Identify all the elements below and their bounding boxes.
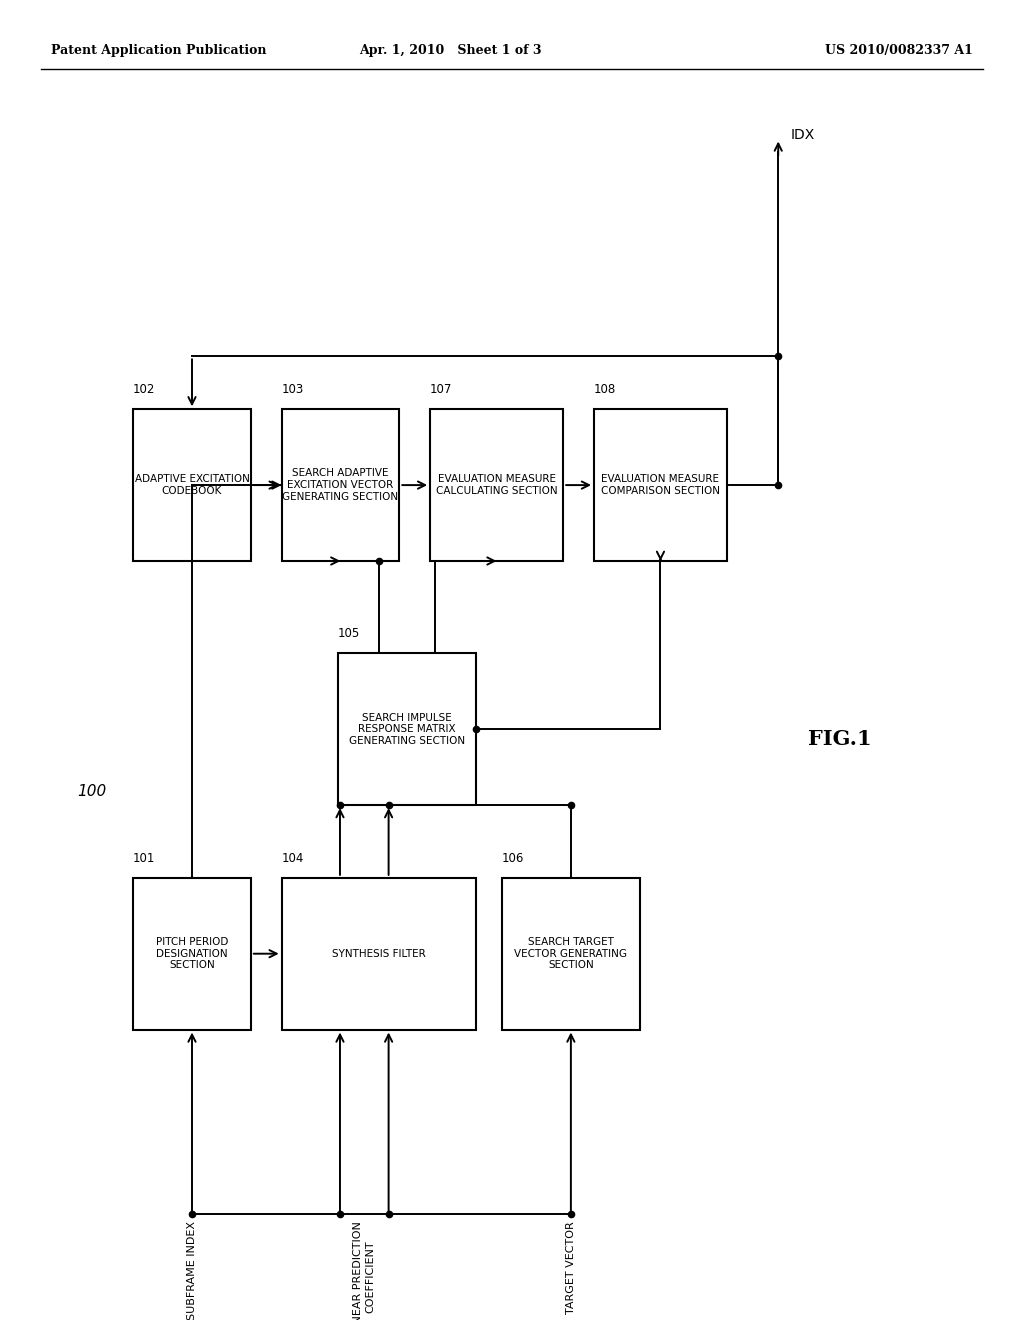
Text: 107: 107 <box>430 383 453 396</box>
FancyBboxPatch shape <box>502 878 640 1030</box>
Text: SEARCH TARGET
VECTOR GENERATING
SECTION: SEARCH TARGET VECTOR GENERATING SECTION <box>514 937 628 970</box>
Text: LINEAR PREDICTION
COEFFICIENT: LINEAR PREDICTION COEFFICIENT <box>353 1221 375 1320</box>
FancyBboxPatch shape <box>430 409 563 561</box>
Text: SUBFRAME INDEX: SUBFRAME INDEX <box>187 1221 197 1320</box>
Text: Apr. 1, 2010   Sheet 1 of 3: Apr. 1, 2010 Sheet 1 of 3 <box>359 44 542 57</box>
Text: IDX: IDX <box>791 128 815 141</box>
Text: 106: 106 <box>502 851 524 865</box>
Text: SYNTHESIS FILTER: SYNTHESIS FILTER <box>332 949 426 958</box>
Text: Patent Application Publication: Patent Application Publication <box>51 44 266 57</box>
Text: 108: 108 <box>594 383 616 396</box>
Text: PITCH PERIOD
DESIGNATION
SECTION: PITCH PERIOD DESIGNATION SECTION <box>156 937 228 970</box>
FancyBboxPatch shape <box>594 409 727 561</box>
FancyBboxPatch shape <box>282 878 476 1030</box>
Text: TARGET VECTOR: TARGET VECTOR <box>566 1221 575 1313</box>
Text: 103: 103 <box>282 383 304 396</box>
Text: 100: 100 <box>77 784 106 800</box>
Text: 102: 102 <box>133 383 156 396</box>
Text: 101: 101 <box>133 851 156 865</box>
FancyBboxPatch shape <box>282 409 399 561</box>
FancyBboxPatch shape <box>338 653 476 805</box>
FancyBboxPatch shape <box>133 878 251 1030</box>
Text: SEARCH ADAPTIVE
EXCITATION VECTOR
GENERATING SECTION: SEARCH ADAPTIVE EXCITATION VECTOR GENERA… <box>283 469 398 502</box>
Text: ADAPTIVE EXCITATION
CODEBOOK: ADAPTIVE EXCITATION CODEBOOK <box>134 474 250 496</box>
Text: EVALUATION MEASURE
CALCULATING SECTION: EVALUATION MEASURE CALCULATING SECTION <box>436 474 557 496</box>
Text: EVALUATION MEASURE
COMPARISON SECTION: EVALUATION MEASURE COMPARISON SECTION <box>601 474 720 496</box>
Text: 104: 104 <box>282 851 304 865</box>
Text: US 2010/0082337 A1: US 2010/0082337 A1 <box>825 44 973 57</box>
Text: SEARCH IMPULSE
RESPONSE MATRIX
GENERATING SECTION: SEARCH IMPULSE RESPONSE MATRIX GENERATIN… <box>349 713 465 746</box>
Text: FIG.1: FIG.1 <box>808 729 871 750</box>
FancyBboxPatch shape <box>133 409 251 561</box>
Text: 105: 105 <box>338 627 360 640</box>
